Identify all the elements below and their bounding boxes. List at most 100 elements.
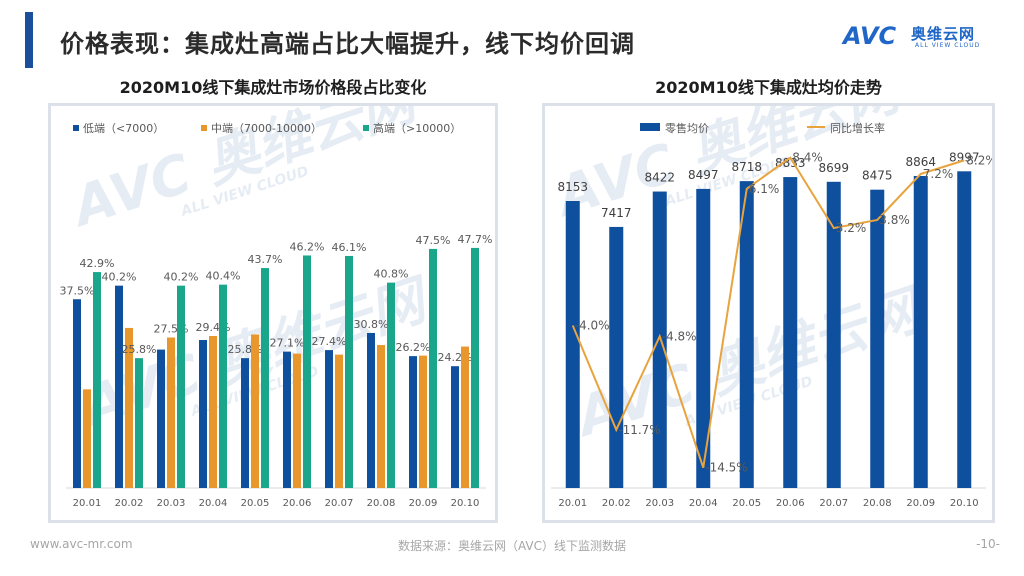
bar — [335, 354, 343, 488]
x-tick-label: 20.07 — [819, 498, 848, 509]
data-label: 37.5% — [60, 284, 95, 297]
page-title: 价格表现：集成灶高端占比大幅提升，线下均价回调 — [60, 30, 635, 58]
bar — [377, 345, 385, 488]
x-tick-label: 20.02 — [115, 498, 144, 509]
bar — [783, 177, 798, 488]
bar — [261, 268, 269, 488]
x-tick-label: 20.02 — [602, 498, 631, 509]
chart-title-right: 2020M10线下集成灶均价走势 — [655, 78, 882, 97]
data-label: 8422 — [644, 171, 675, 185]
data-label: 8699 — [818, 161, 849, 175]
line-data-label: -14.5% — [705, 461, 747, 475]
bar — [283, 351, 291, 488]
bar — [652, 191, 667, 488]
data-label: 8833 — [775, 156, 806, 170]
bar — [93, 272, 101, 488]
bar — [209, 335, 217, 488]
bar — [419, 355, 427, 488]
data-label: 43.7% — [248, 253, 283, 266]
line-data-label: -4.0% — [575, 319, 610, 333]
bar — [409, 356, 417, 488]
footer-page-number: -10- — [976, 537, 1000, 551]
bar — [913, 175, 928, 489]
logo-en-text: ALL VIEW CLOUD — [915, 42, 981, 49]
data-label: 40.8% — [374, 268, 409, 281]
bar — [199, 340, 207, 488]
data-label: 8475 — [862, 169, 893, 183]
bar — [387, 282, 395, 488]
legend-swatch — [201, 125, 207, 131]
bar — [303, 255, 311, 488]
bar — [870, 189, 885, 488]
data-label: 8997 — [949, 150, 980, 164]
line-data-label: 7.2% — [923, 167, 954, 181]
bar — [83, 389, 91, 488]
chart-title-left: 2020M10线下集成灶市场价格段占比变化 — [119, 78, 427, 97]
line-data-label: -4.8% — [662, 329, 697, 343]
bar — [251, 334, 259, 488]
bar — [826, 181, 841, 488]
x-tick-label: 20.08 — [863, 498, 892, 509]
logo-cn-text: 奥维云网 — [911, 25, 976, 43]
x-tick-label: 20.10 — [451, 498, 480, 509]
x-tick-label: 20.04 — [199, 498, 228, 509]
data-label: 47.5% — [416, 234, 451, 247]
data-label: 8718 — [731, 160, 762, 174]
data-label: 8153 — [557, 180, 588, 194]
legend-label: 同比增长率 — [830, 121, 885, 135]
data-label: 30.8% — [354, 318, 389, 331]
data-label: 27.1% — [270, 337, 305, 350]
x-tick-label: 20.09 — [906, 498, 935, 509]
bar — [461, 346, 469, 488]
data-label: 7417 — [601, 206, 632, 220]
x-tick-label: 20.07 — [325, 498, 354, 509]
bar — [219, 284, 227, 488]
line-data-label: 3.8% — [879, 213, 910, 227]
data-label: 40.2% — [164, 271, 199, 284]
bar — [325, 350, 333, 488]
bar — [177, 285, 185, 488]
data-label: 25.8% — [122, 343, 157, 356]
x-tick-label: 20.01 — [73, 498, 102, 509]
x-tick-label: 20.09 — [409, 498, 438, 509]
bar — [157, 349, 165, 488]
legend-swatch-bar — [640, 123, 660, 131]
logo-main-text: AVC — [843, 22, 897, 50]
footer-website[interactable]: www.avc-mr.com — [30, 537, 133, 551]
data-label: 42.9% — [80, 257, 115, 270]
data-label: 40.4% — [206, 270, 241, 283]
bar — [73, 299, 81, 488]
x-tick-label: 20.08 — [367, 498, 396, 509]
x-tick-label: 20.03 — [645, 498, 674, 509]
line-data-label: 8.2% — [966, 153, 992, 167]
x-tick-label: 20.04 — [689, 498, 718, 509]
data-label: 46.1% — [332, 241, 367, 254]
data-label: 26.2% — [396, 341, 431, 354]
x-tick-label: 20.06 — [776, 498, 805, 509]
bar — [367, 332, 375, 488]
legend-label: 零售均价 — [665, 121, 709, 135]
line-data-label: 6.1% — [749, 182, 780, 196]
data-label: 46.2% — [290, 240, 325, 253]
x-tick-label: 20.05 — [732, 498, 761, 509]
growth-rate-line — [571, 156, 965, 469]
bar — [696, 188, 711, 488]
bar — [957, 171, 972, 488]
data-label: 8864 — [905, 155, 936, 169]
line-data-label: 3.2% — [836, 221, 867, 235]
line-data-label: 8.4% — [792, 151, 823, 165]
bar — [345, 255, 353, 488]
bar — [241, 358, 249, 488]
x-tick-label: 20.01 — [558, 498, 587, 509]
bar — [167, 337, 175, 488]
x-tick-label: 20.10 — [950, 498, 979, 509]
bar — [451, 366, 459, 488]
legend-label: 高端（>10000） — [373, 121, 461, 135]
title-accent-bar — [25, 12, 33, 68]
data-label: 47.7% — [458, 233, 493, 246]
bar — [115, 285, 123, 488]
legend-swatch — [73, 125, 79, 131]
x-tick-label: 20.05 — [241, 498, 270, 509]
